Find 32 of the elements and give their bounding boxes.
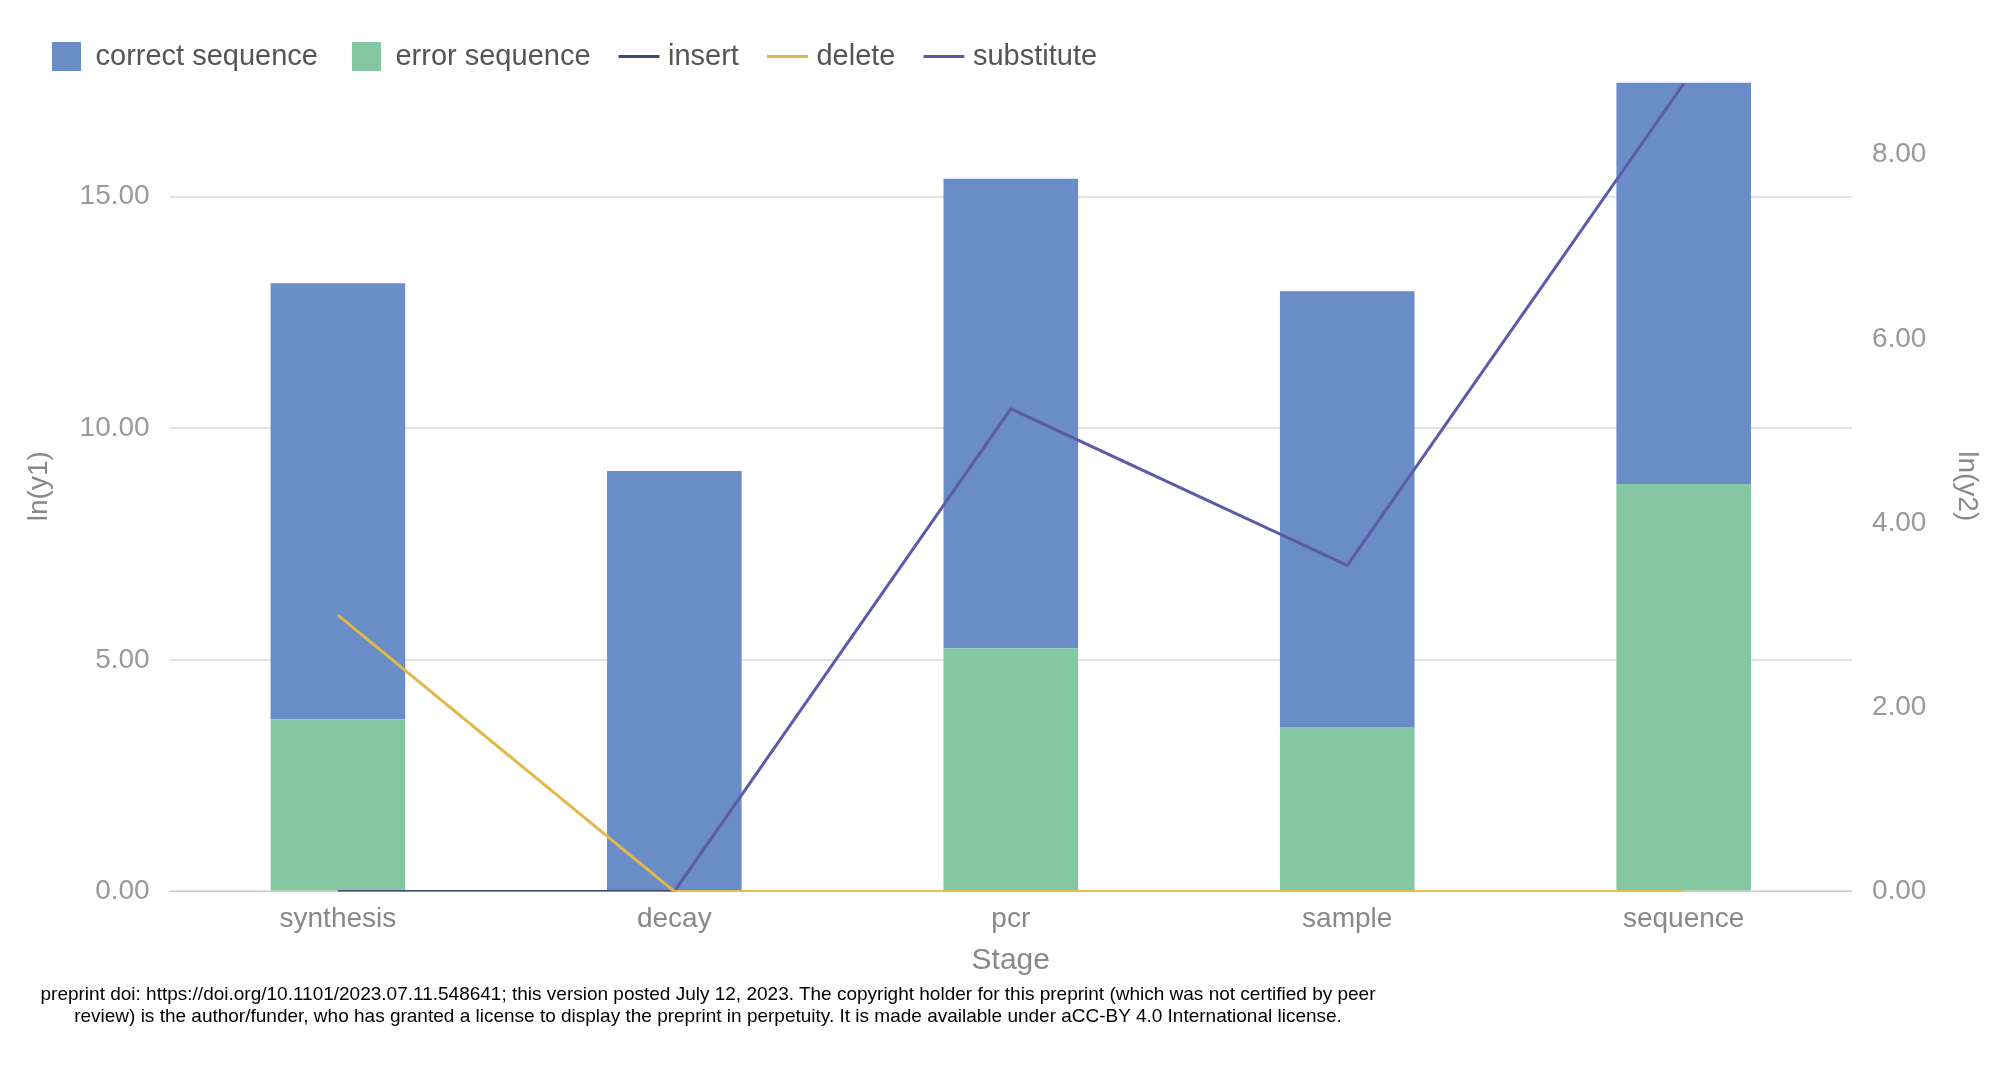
y2-tick-label: 6.00	[1871, 321, 1927, 353]
legend-label: insert	[668, 38, 739, 71]
y-axis-title: ln(y1)	[21, 451, 53, 522]
bar	[270, 283, 406, 720]
bar	[1616, 82, 1751, 484]
y-tick-label: 0.00	[95, 874, 150, 906]
x-tick-label: sample	[1302, 901, 1393, 933]
bar	[607, 470, 742, 891]
legend-label: delete	[816, 38, 896, 71]
y2-tick-label: 2.00	[1871, 689, 1927, 721]
bar	[943, 648, 1079, 891]
bar	[1279, 727, 1415, 891]
x-tick-label: sequence	[1622, 901, 1745, 933]
bar	[1279, 291, 1415, 728]
bar	[943, 178, 1079, 649]
y-tick-label: 5.00	[95, 642, 150, 674]
y-tick-label: 15.00	[79, 179, 150, 211]
x-tick-label: synthesis	[279, 901, 397, 933]
x-axis-title: Stage	[971, 942, 1050, 976]
y2-tick-label: 4.00	[1871, 505, 1927, 537]
x-tick-label: decay	[636, 901, 712, 933]
legend-label: correct sequence	[95, 38, 318, 71]
legend-label: substitute	[972, 38, 1098, 71]
x-tick-label: pcr	[991, 901, 1031, 933]
y2-axis-title: ln(y2)	[1953, 451, 1985, 522]
y2-tick-label: 8.00	[1871, 137, 1927, 169]
text: preprint doi: https://doi.org/10.1101/2023.07.11.548641; this version posted July 12, 2023. The copyright holder for this preprint (which was not certified by peer review) is the author/funder, who has granted a license to display the preprint in perpetuity. It is made available under aCC-BY 4.0 International license.	[39, 983, 1377, 1027]
bar	[1616, 483, 1751, 891]
y2-tick-label: 0.00	[1871, 874, 1927, 906]
legend-label: error sequence	[395, 38, 591, 71]
y-tick-label: 10.00	[79, 411, 150, 443]
bar	[270, 719, 406, 891]
